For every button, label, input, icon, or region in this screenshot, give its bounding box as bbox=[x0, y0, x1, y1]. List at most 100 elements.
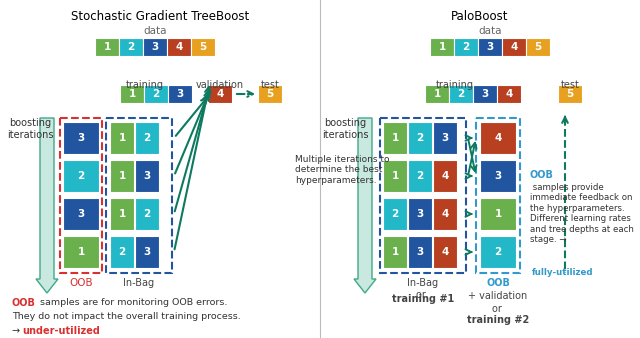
Text: fully-utilized: fully-utilized bbox=[532, 268, 593, 277]
Text: OOB: OOB bbox=[12, 298, 36, 308]
Text: test: test bbox=[561, 80, 579, 90]
Text: In-Bag: In-Bag bbox=[124, 278, 155, 288]
Text: 2: 2 bbox=[127, 42, 134, 52]
Bar bbox=[383, 198, 407, 230]
Bar bbox=[258, 85, 282, 103]
Text: In-Bag
or: In-Bag or bbox=[408, 278, 438, 299]
Text: 4: 4 bbox=[506, 89, 513, 99]
Text: 2: 2 bbox=[143, 209, 150, 219]
Text: 1: 1 bbox=[118, 133, 125, 143]
Text: 1: 1 bbox=[104, 42, 111, 52]
Text: training: training bbox=[436, 80, 474, 90]
Text: 4: 4 bbox=[442, 171, 449, 181]
Text: 1: 1 bbox=[392, 247, 399, 257]
Bar bbox=[95, 38, 119, 56]
Bar bbox=[106, 118, 172, 273]
Text: samples provide
immediate feedback on
the hyperparameters.
Different learning ra: samples provide immediate feedback on th… bbox=[530, 183, 634, 244]
Bar bbox=[408, 122, 432, 154]
Text: 3: 3 bbox=[486, 42, 493, 52]
Text: data: data bbox=[478, 26, 502, 36]
Bar bbox=[110, 198, 134, 230]
Bar bbox=[119, 38, 143, 56]
FancyArrow shape bbox=[36, 118, 58, 293]
FancyArrow shape bbox=[354, 118, 376, 293]
Bar bbox=[408, 236, 432, 268]
Text: 1: 1 bbox=[392, 171, 399, 181]
Text: 1: 1 bbox=[433, 89, 440, 99]
Text: 3: 3 bbox=[77, 209, 84, 219]
Text: 5: 5 bbox=[200, 42, 207, 52]
Text: 5: 5 bbox=[566, 89, 573, 99]
Text: or: or bbox=[492, 304, 504, 314]
Bar bbox=[430, 38, 454, 56]
Text: 5: 5 bbox=[266, 89, 274, 99]
Text: 1: 1 bbox=[392, 133, 399, 143]
Bar bbox=[383, 122, 407, 154]
Text: 3: 3 bbox=[442, 133, 449, 143]
Text: OOB: OOB bbox=[530, 170, 554, 180]
Text: validation: validation bbox=[196, 80, 244, 90]
Text: 1: 1 bbox=[438, 42, 445, 52]
Text: 2: 2 bbox=[77, 171, 84, 181]
Text: 3: 3 bbox=[417, 209, 424, 219]
Text: 5: 5 bbox=[534, 42, 541, 52]
Text: training #1: training #1 bbox=[392, 294, 454, 304]
Text: Multiple iterations to
determine the best
hyperparameters.: Multiple iterations to determine the bes… bbox=[295, 155, 390, 185]
Bar bbox=[480, 198, 516, 230]
Bar bbox=[63, 198, 99, 230]
Text: 3: 3 bbox=[177, 89, 184, 99]
Bar bbox=[383, 236, 407, 268]
Text: 4: 4 bbox=[510, 42, 518, 52]
Text: 3: 3 bbox=[143, 171, 150, 181]
Text: 2: 2 bbox=[143, 133, 150, 143]
Text: training: training bbox=[126, 80, 164, 90]
Text: They do not impact the overall training process.: They do not impact the overall training … bbox=[12, 312, 241, 321]
Text: 3: 3 bbox=[481, 89, 488, 99]
Text: OOB: OOB bbox=[486, 278, 510, 288]
Text: 4: 4 bbox=[216, 89, 224, 99]
Text: 2: 2 bbox=[462, 42, 470, 52]
Bar bbox=[63, 160, 99, 192]
Text: 2: 2 bbox=[392, 209, 399, 219]
Text: PaloBoost: PaloBoost bbox=[451, 10, 509, 23]
Bar bbox=[135, 236, 159, 268]
Bar bbox=[558, 85, 582, 103]
Bar bbox=[144, 85, 168, 103]
Bar bbox=[480, 160, 516, 192]
Text: 2: 2 bbox=[494, 247, 502, 257]
Bar bbox=[167, 38, 191, 56]
Text: 1: 1 bbox=[118, 171, 125, 181]
Text: 2: 2 bbox=[152, 89, 159, 99]
Text: 4: 4 bbox=[442, 247, 449, 257]
Bar bbox=[476, 118, 520, 273]
Text: 2: 2 bbox=[417, 171, 424, 181]
Bar bbox=[208, 85, 232, 103]
Bar bbox=[449, 85, 473, 103]
Bar bbox=[380, 118, 466, 273]
Text: 3: 3 bbox=[152, 42, 159, 52]
Bar bbox=[433, 160, 457, 192]
Text: 3: 3 bbox=[417, 247, 424, 257]
Bar bbox=[135, 122, 159, 154]
Bar bbox=[191, 38, 215, 56]
Bar bbox=[526, 38, 550, 56]
Text: test: test bbox=[260, 80, 280, 90]
Text: 4: 4 bbox=[494, 133, 502, 143]
Text: boosting
iterations: boosting iterations bbox=[7, 118, 53, 140]
Text: under-utilized: under-utilized bbox=[22, 326, 100, 336]
Bar bbox=[478, 38, 502, 56]
Bar bbox=[168, 85, 192, 103]
Text: data: data bbox=[143, 26, 167, 36]
Bar bbox=[120, 85, 144, 103]
Bar bbox=[473, 85, 497, 103]
Text: 3: 3 bbox=[143, 247, 150, 257]
Bar bbox=[63, 122, 99, 154]
Bar bbox=[497, 85, 521, 103]
Text: 1: 1 bbox=[494, 209, 502, 219]
Bar bbox=[480, 122, 516, 154]
Text: 2: 2 bbox=[118, 247, 125, 257]
Text: training #2: training #2 bbox=[467, 315, 529, 325]
Text: 2: 2 bbox=[417, 133, 424, 143]
Bar bbox=[408, 160, 432, 192]
Bar bbox=[383, 160, 407, 192]
